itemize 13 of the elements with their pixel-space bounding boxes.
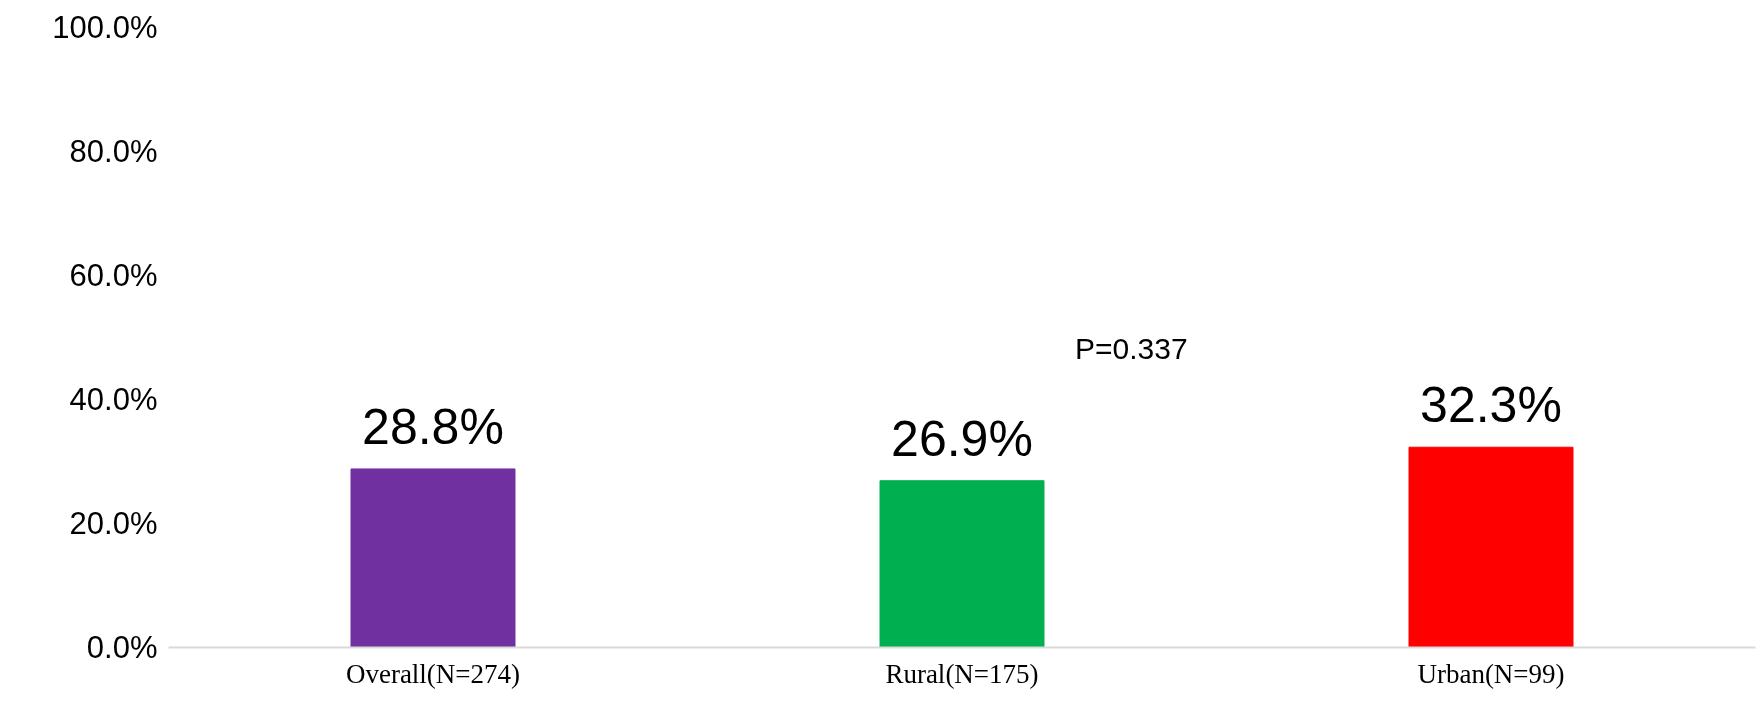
y-tick-label: 60.0% (69, 258, 158, 293)
x-tick-label: Urban(N=99) (1417, 658, 1565, 689)
data-label: 28.8% (362, 398, 504, 455)
data-label: 32.3% (1420, 377, 1562, 434)
x-tick-label: Overall(N=274) (345, 658, 521, 689)
annotation: P=0.337 (1074, 332, 1188, 366)
x-tick-label: Rural(N=175) (885, 658, 1039, 689)
y-tick-label: 20.0% (69, 506, 158, 541)
y-tick-label: 0.0% (86, 630, 158, 665)
y-tick-label: 80.0% (69, 134, 158, 169)
y-tick-label: 40.0% (69, 382, 158, 417)
y-tick-label: 100.0% (52, 10, 158, 45)
data-label: 26.9% (891, 410, 1033, 467)
